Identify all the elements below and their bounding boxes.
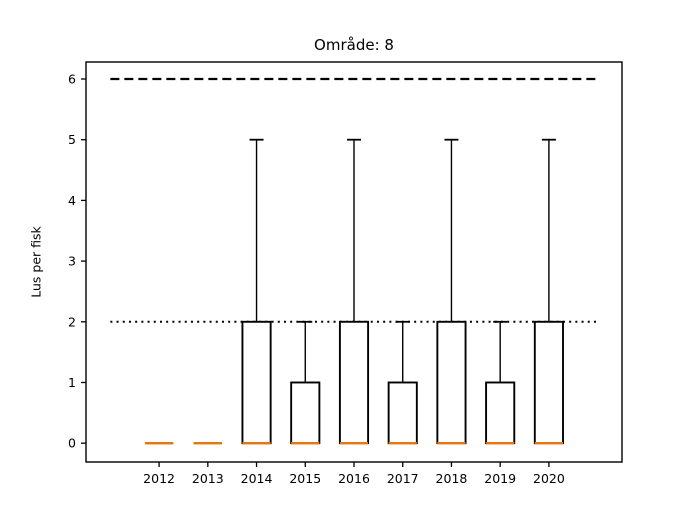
box-2019 — [485, 381, 516, 445]
boxplot-2014 — [241, 138, 272, 445]
y-axis-label: Lus per fisk — [28, 226, 44, 298]
y-tick-label-1: 1 — [68, 375, 76, 390]
y-tick-label-6: 6 — [68, 71, 76, 86]
x-tick-label-2017: 2017 — [387, 471, 419, 486]
box-2014 — [241, 320, 272, 445]
x-tick-label-2012: 2012 — [143, 471, 175, 486]
x-tick-label-2018: 2018 — [436, 471, 468, 486]
boxplot-2018 — [436, 138, 467, 445]
box-2016 — [338, 320, 370, 445]
x-tick-label-2015: 2015 — [289, 471, 321, 486]
y-tick-label-3: 3 — [68, 254, 76, 269]
x-tick-label-2020: 2020 — [533, 471, 565, 486]
box-2017 — [387, 381, 418, 445]
x-tick-label-2013: 2013 — [192, 471, 224, 486]
y-tick-label-2: 2 — [68, 314, 76, 329]
x-tick-label-2016: 2016 — [338, 471, 370, 486]
boxplot-2016 — [338, 138, 370, 445]
y-tick-label-5: 5 — [68, 132, 76, 147]
x-tick-label-2019: 2019 — [484, 471, 516, 486]
boxplot-2015 — [290, 320, 321, 445]
y-tick-label-4: 4 — [68, 193, 76, 208]
y-tick-label-0: 0 — [68, 436, 76, 451]
boxplot-2019 — [485, 320, 516, 445]
boxplot-2020 — [533, 138, 564, 445]
box-2018 — [436, 320, 467, 445]
x-tick-label-2014: 2014 — [241, 471, 273, 486]
chart-title: Område: 8 — [314, 36, 394, 54]
boxplot-2017 — [387, 320, 418, 445]
box-2015 — [290, 381, 321, 445]
box-2020 — [533, 320, 564, 445]
